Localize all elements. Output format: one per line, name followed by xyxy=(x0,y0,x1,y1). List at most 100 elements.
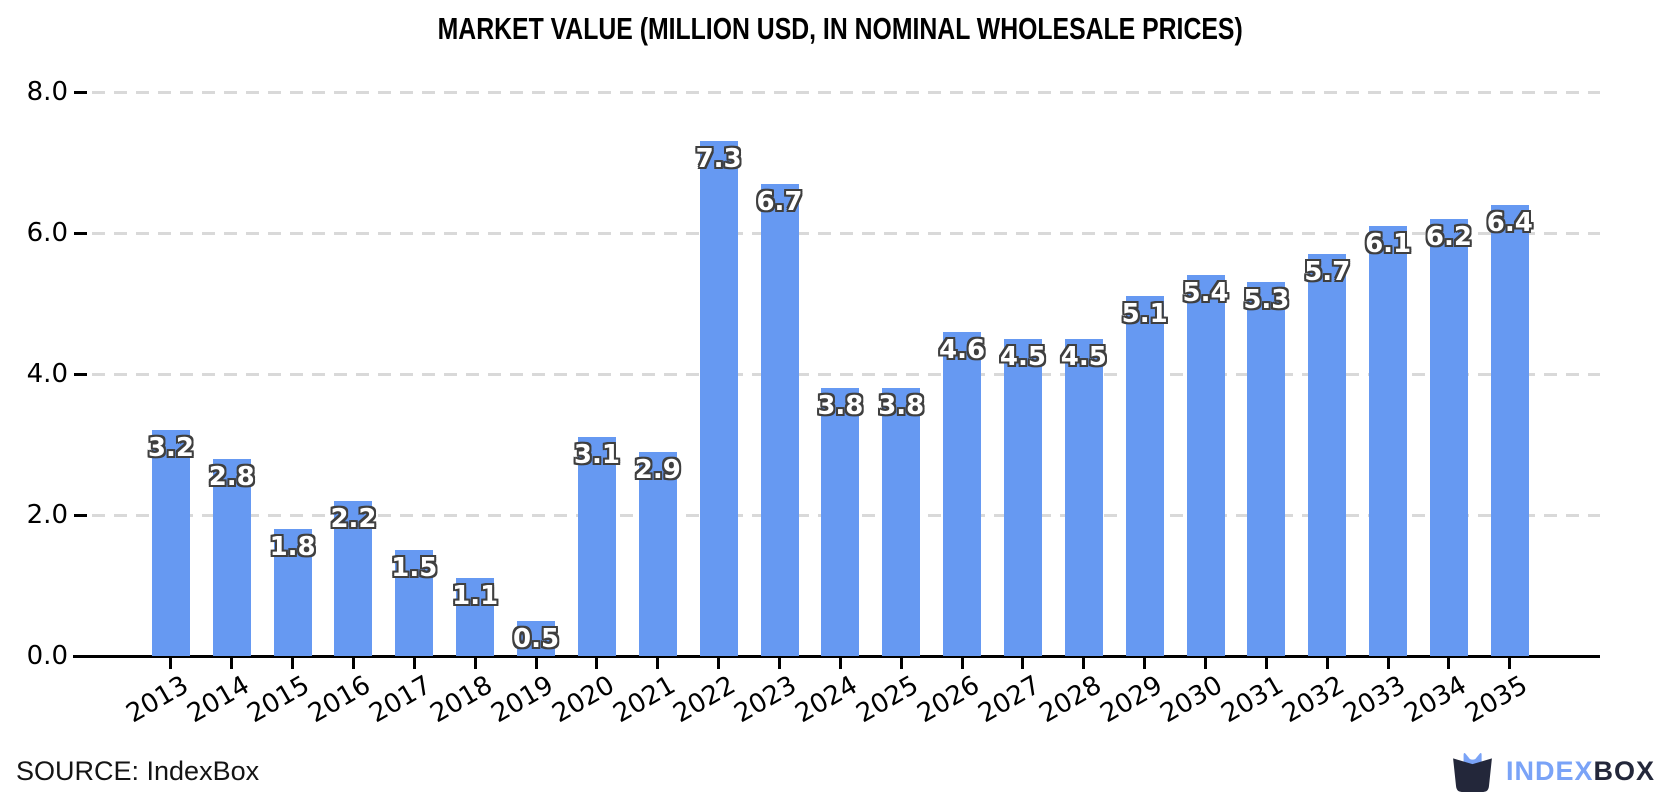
x-tick xyxy=(838,657,842,669)
bar-value-label: 3.1 xyxy=(573,440,620,471)
y-tick xyxy=(74,232,87,235)
bar xyxy=(456,578,495,656)
x-tick xyxy=(412,657,416,669)
y-tick xyxy=(74,514,87,517)
x-axis-label: 2018 xyxy=(425,670,498,730)
x-axis-label: 2032 xyxy=(1277,670,1350,730)
bar-value-label: 1.1 xyxy=(452,581,499,612)
bar xyxy=(1369,225,1408,656)
y-axis-label: 0.0 xyxy=(26,641,68,671)
bar xyxy=(821,388,860,656)
x-axis-label: 2028 xyxy=(1034,670,1107,730)
x-tick xyxy=(778,657,781,669)
x-axis-label: 2015 xyxy=(242,670,316,730)
bar xyxy=(395,550,434,656)
bar-value-label: 5.4 xyxy=(1182,278,1229,309)
bar-value-label: 0.5 xyxy=(513,623,560,654)
x-axis-label: 2023 xyxy=(729,670,802,730)
indexbox-logo-text: INDEXBOX xyxy=(1506,756,1655,787)
bar xyxy=(1490,204,1529,656)
bar-value-label: 6.1 xyxy=(1365,228,1412,259)
bar-value-label: 6.4 xyxy=(1486,207,1533,238)
x-axis-label: 2021 xyxy=(607,670,681,730)
x-tick xyxy=(656,657,660,669)
x-axis-label: 2017 xyxy=(364,670,437,730)
bar xyxy=(334,500,373,656)
x-axis-line xyxy=(73,654,1600,658)
x-tick xyxy=(1021,657,1025,669)
indexbox-box-cat-icon xyxy=(1453,752,1492,792)
x-axis-label: 2035 xyxy=(1460,670,1533,730)
x-axis-label: 2019 xyxy=(486,670,559,730)
bar xyxy=(1003,338,1042,656)
y-gridline xyxy=(92,91,1600,94)
x-tick xyxy=(1386,657,1390,669)
y-gridline xyxy=(92,373,1600,376)
bar xyxy=(273,529,312,656)
x-tick xyxy=(1204,657,1208,669)
x-axis-label: 2034 xyxy=(1399,670,1472,730)
x-tick xyxy=(230,657,234,669)
bar xyxy=(1125,296,1164,656)
bar xyxy=(151,430,190,656)
bar-value-label: 2.8 xyxy=(208,461,255,492)
x-axis-label: 2027 xyxy=(973,670,1046,730)
bar xyxy=(1429,218,1468,656)
bar-value-label: 7.3 xyxy=(695,144,742,175)
x-tick xyxy=(1325,657,1329,669)
bar-value-label: 3.2 xyxy=(147,433,194,464)
x-tick xyxy=(291,657,295,669)
x-tick xyxy=(351,657,355,669)
x-tick xyxy=(473,657,477,669)
y-tick xyxy=(74,373,87,376)
x-tick xyxy=(595,657,599,669)
x-tick xyxy=(1082,657,1086,669)
bar xyxy=(517,620,556,656)
x-tick xyxy=(1264,657,1268,669)
bar-value-label: 3.8 xyxy=(817,391,864,422)
bar-value-label: 1.5 xyxy=(391,553,438,584)
bar-value-label: 5.1 xyxy=(1121,299,1168,330)
chart-title-text: MARKET VALUE (MILLION USD, IN NOMINAL WH… xyxy=(437,11,1243,46)
bar-value-label: 4.5 xyxy=(999,341,1046,372)
bar xyxy=(1308,254,1347,656)
y-axis-label: 8.0 xyxy=(26,77,68,107)
indexbox-logo: INDEXBOX xyxy=(1452,749,1655,793)
bar-value-label: 6.2 xyxy=(1425,221,1472,252)
x-tick xyxy=(534,657,538,669)
x-axis-label: 2031 xyxy=(1216,670,1289,730)
y-gridline xyxy=(92,232,1600,235)
logo-text-index: INDEX xyxy=(1506,755,1594,786)
x-axis-label: 2014 xyxy=(181,670,255,730)
x-tick xyxy=(899,657,903,669)
bar-value-label: 3.8 xyxy=(878,391,925,422)
bar-value-label: 1.8 xyxy=(269,532,316,563)
x-axis-label: 2025 xyxy=(851,670,924,730)
bar-value-label: 2.2 xyxy=(330,503,377,534)
chart-title: MARKET VALUE (MILLION USD, IN NOMINAL WH… xyxy=(0,11,1680,47)
x-tick xyxy=(1508,657,1512,669)
x-axis-label: 2033 xyxy=(1338,670,1411,730)
source-label: SOURCE: IndexBox xyxy=(16,756,260,786)
bar xyxy=(882,388,921,656)
x-axis-label: 2026 xyxy=(912,670,985,730)
y-axis-label: 2.0 xyxy=(26,500,68,530)
bar xyxy=(1186,275,1225,656)
x-axis-label: 2029 xyxy=(1094,670,1168,730)
bar xyxy=(212,458,251,656)
y-axis-label: 6.0 xyxy=(26,218,68,248)
x-tick xyxy=(717,657,721,669)
bar-value-label: 5.7 xyxy=(1304,257,1351,288)
bar xyxy=(1064,338,1103,656)
bar xyxy=(1247,282,1286,656)
bar-value-label: 6.7 xyxy=(756,186,803,217)
bar-value-label: 4.6 xyxy=(939,334,986,365)
bar-value-label: 4.5 xyxy=(1060,341,1107,372)
bar-value-label: 5.3 xyxy=(1243,285,1290,316)
x-tick xyxy=(169,657,173,669)
x-axis-label: 2013 xyxy=(121,670,194,730)
bar xyxy=(638,451,677,656)
x-tick xyxy=(960,657,964,669)
